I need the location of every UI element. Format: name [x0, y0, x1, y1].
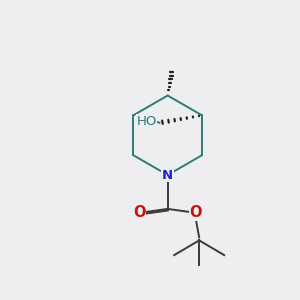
Text: O: O	[189, 205, 202, 220]
Text: O: O	[133, 205, 146, 220]
Text: N: N	[162, 169, 173, 182]
Text: HO: HO	[136, 115, 157, 128]
